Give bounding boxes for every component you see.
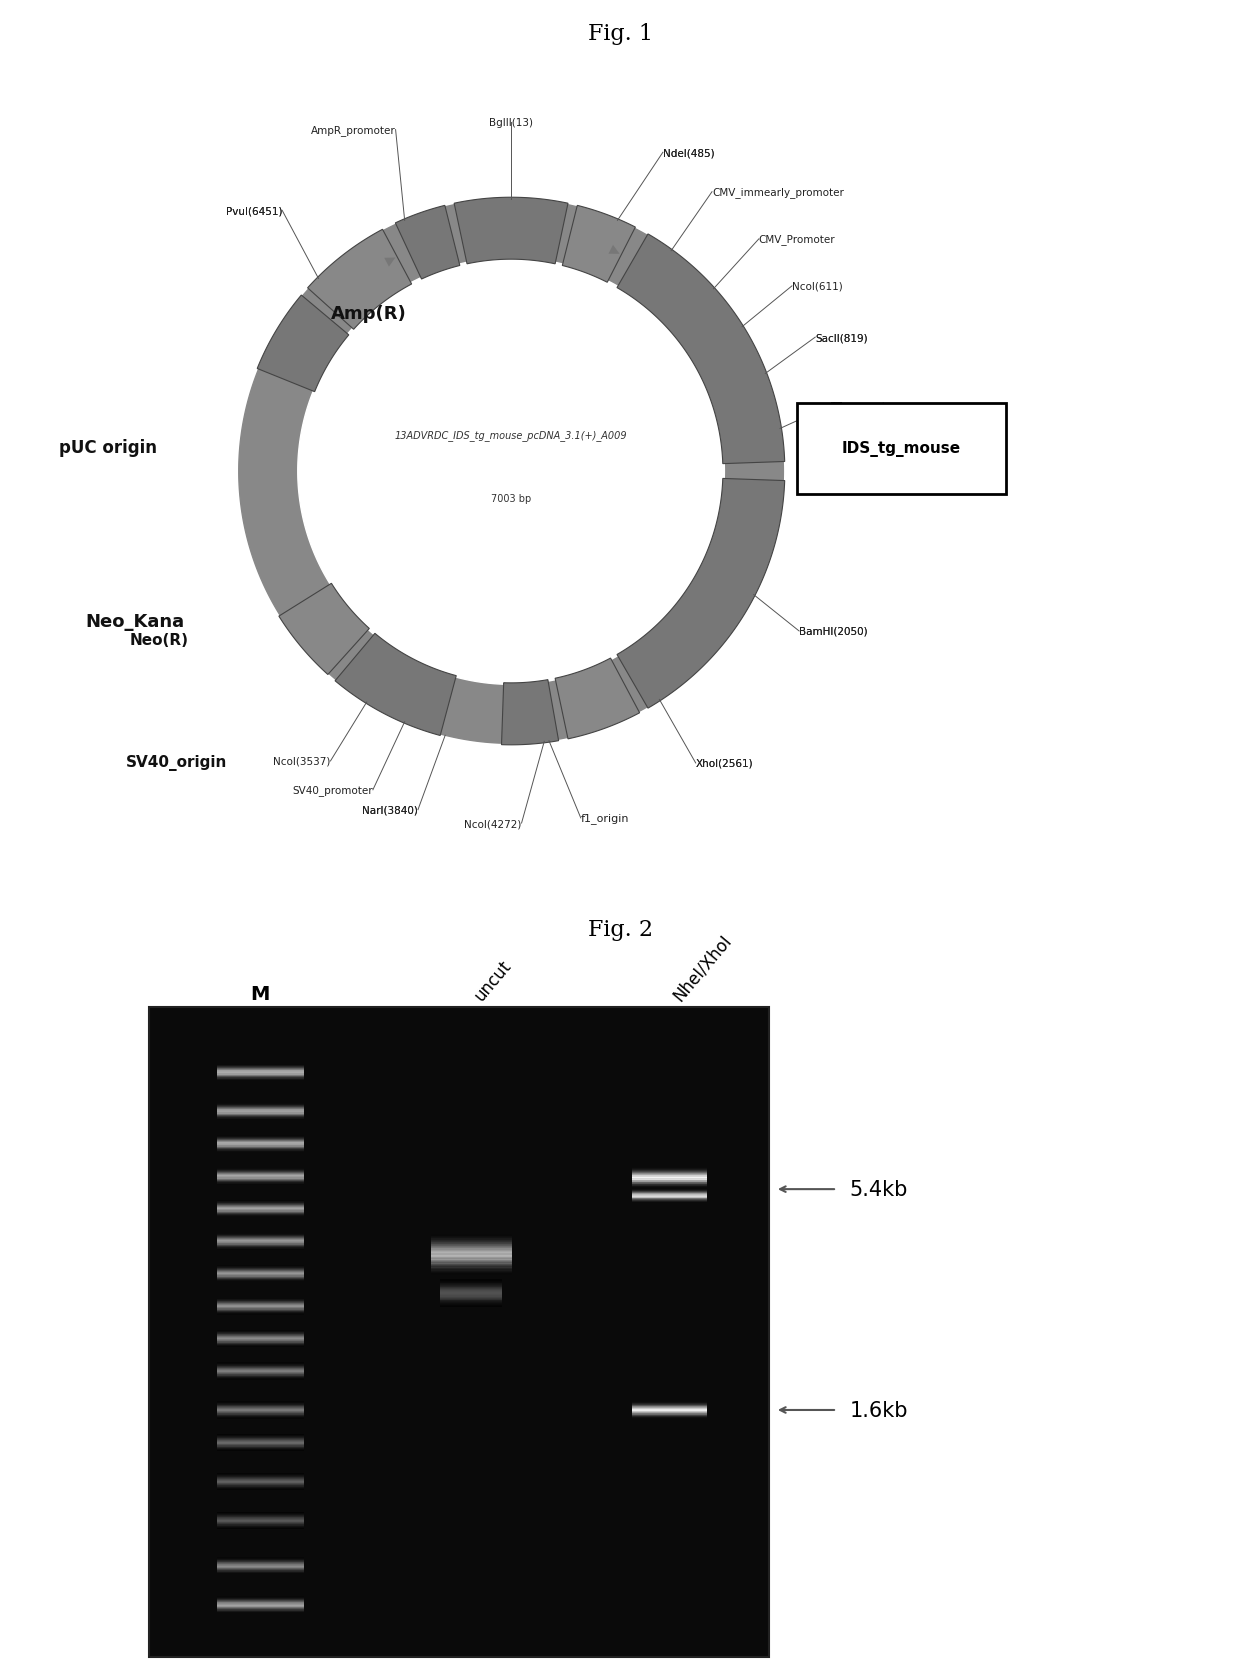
Bar [432, 1240, 512, 1242]
Text: AmpR_promoter: AmpR_promoter [311, 124, 396, 136]
Bar [432, 1260, 512, 1263]
Polygon shape [335, 633, 456, 736]
Bar [432, 1258, 512, 1260]
Text: PvuI(6451): PvuI(6451) [226, 207, 283, 217]
Text: SV40_promoter: SV40_promoter [293, 785, 373, 796]
Text: IDS_tg_mouse: IDS_tg_mouse [842, 442, 961, 457]
Text: SV40_origin: SV40_origin [125, 754, 227, 771]
Text: Fig. 2: Fig. 2 [588, 919, 652, 941]
Bar [432, 1250, 512, 1252]
Text: NdeI(485): NdeI(485) [663, 148, 714, 158]
Bar [432, 1257, 512, 1258]
Bar [432, 1252, 512, 1253]
Bar [432, 1247, 512, 1250]
Polygon shape [454, 198, 568, 265]
Bar [432, 1240, 512, 1243]
Polygon shape [618, 479, 785, 709]
Text: CMV_immearly_promoter: CMV_immearly_promoter [712, 186, 844, 198]
Bar [432, 1235, 512, 1236]
Bar [432, 1247, 512, 1248]
Bar [432, 1272, 512, 1273]
Text: 5.4kb: 5.4kb [849, 1179, 908, 1200]
Bar [432, 1236, 512, 1238]
FancyBboxPatch shape [797, 403, 1006, 494]
Polygon shape [257, 296, 348, 393]
Text: CMV_Promoter: CMV_Promoter [759, 234, 836, 245]
Polygon shape [556, 659, 640, 739]
Bar [432, 1273, 512, 1275]
Polygon shape [279, 585, 370, 675]
Bar [432, 1265, 512, 1267]
Text: PvuI(6451): PvuI(6451) [226, 207, 283, 217]
Text: BglII(13): BglII(13) [489, 118, 533, 128]
Text: uncut: uncut [471, 956, 516, 1005]
Text: NcoI(611): NcoI(611) [792, 282, 843, 292]
Bar [432, 1255, 512, 1257]
Bar [432, 1263, 512, 1265]
Text: NheI/XhoI: NheI/XhoI [670, 931, 735, 1005]
Bar [432, 1253, 512, 1255]
Text: Neo_Kana: Neo_Kana [86, 613, 185, 630]
Text: SacII(819): SacII(819) [815, 333, 868, 343]
Bar [149, 1008, 769, 1656]
Text: T7_promoter: T7_promoter [830, 402, 897, 412]
Text: 7003 bp: 7003 bp [491, 494, 531, 504]
Polygon shape [298, 259, 724, 685]
Text: Neo(R): Neo(R) [130, 633, 188, 648]
Text: 13ADVRDC_IDS_tg_mouse_pcDNA_3.1(+)_A009: 13ADVRDC_IDS_tg_mouse_pcDNA_3.1(+)_A009 [394, 430, 627, 440]
Polygon shape [501, 680, 558, 746]
Bar [432, 1267, 512, 1270]
Text: SacII(819): SacII(819) [815, 333, 868, 343]
Bar [432, 1233, 512, 1236]
Bar [432, 1245, 512, 1247]
Bar [432, 1243, 512, 1245]
Text: Amp(R): Amp(R) [331, 304, 407, 323]
Text: BamHI(2050): BamHI(2050) [799, 627, 868, 637]
Text: 1.6kb: 1.6kb [849, 1399, 908, 1420]
Bar [432, 1242, 512, 1243]
Bar [432, 1267, 512, 1268]
Text: NcoI(4272): NcoI(4272) [464, 818, 522, 828]
Bar [432, 1262, 512, 1263]
Bar [432, 1268, 512, 1270]
Text: NarI(3840): NarI(3840) [362, 805, 418, 815]
Polygon shape [308, 230, 412, 329]
Text: NdeI(485): NdeI(485) [663, 148, 714, 158]
Text: BamHI(2050): BamHI(2050) [799, 627, 868, 637]
Polygon shape [562, 207, 635, 284]
Polygon shape [618, 235, 785, 464]
Text: XhoI(2561): XhoI(2561) [696, 758, 754, 768]
Bar [432, 1260, 512, 1262]
Text: Fig. 1: Fig. 1 [588, 24, 652, 45]
Bar [432, 1248, 512, 1250]
Bar [432, 1238, 512, 1240]
Bar [432, 1253, 512, 1257]
Text: f1_origin: f1_origin [580, 813, 629, 823]
Text: XhoI(2561): XhoI(2561) [696, 758, 754, 768]
Text: pUC origin: pUC origin [60, 438, 157, 457]
Text: NarI(3840): NarI(3840) [362, 805, 418, 815]
Bar [432, 1270, 512, 1272]
Text: NcoI(3537): NcoI(3537) [273, 756, 330, 766]
Text: M: M [250, 984, 270, 1005]
Polygon shape [396, 207, 460, 281]
Polygon shape [239, 200, 784, 744]
